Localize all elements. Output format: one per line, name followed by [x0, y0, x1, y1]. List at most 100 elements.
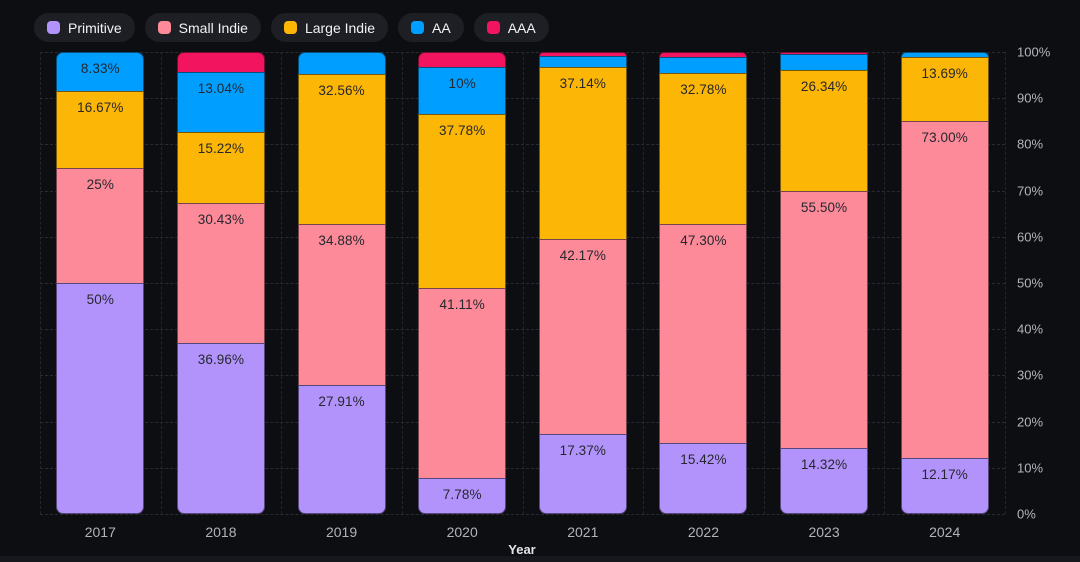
bottom-scroll-strip — [0, 556, 1080, 562]
segment-2019-aa[interactable] — [297, 52, 386, 74]
segment-2018-small-indie[interactable]: 30.43% — [176, 202, 265, 344]
segment-value-label: 37.78% — [438, 122, 486, 138]
segment-value-label: 47.30% — [680, 233, 727, 249]
segment-value-label: 32.56% — [318, 82, 365, 98]
bar-2019: 32.56% 34.88% 27.91% — [297, 52, 386, 514]
segment-value-label: 13.04% — [197, 81, 245, 97]
segment-value-label: 27.91% — [318, 394, 365, 410]
segment-2020-small-indie[interactable]: 41.11% — [418, 288, 507, 479]
segment-2020-aaa[interactable] — [418, 52, 507, 68]
legend-item-primitive[interactable]: Primitive — [34, 13, 135, 42]
segment-2018-aaa[interactable] — [176, 52, 265, 73]
y-axis-tick-label: 20% — [1017, 414, 1044, 430]
segment-value-label: 15.22% — [197, 141, 245, 157]
segment-2024-small-indie[interactable]: 73.00% — [900, 120, 989, 458]
legend-swatch-icon — [486, 21, 500, 34]
segment-2024-aa[interactable] — [900, 52, 989, 58]
legend-item-small-indie[interactable]: Small Indie — [144, 13, 261, 42]
segment-2022-primitive[interactable]: 15.42% — [659, 442, 748, 514]
segment-value-label: 41.11% — [439, 297, 485, 313]
gridline-vertical — [281, 52, 283, 514]
segment-2022-small-indie[interactable]: 47.30% — [659, 224, 748, 443]
segment-2023-primitive[interactable]: 14.32% — [780, 447, 869, 514]
y-axis-tick-label: 70% — [1017, 183, 1044, 199]
segment-value-label: 17.37% — [559, 442, 606, 458]
legend-item-label: Small Indie — [178, 19, 248, 36]
segment-value-label: 8.33% — [80, 61, 120, 77]
gridline-vertical — [401, 52, 403, 514]
segment-value-label: 34.88% — [318, 232, 365, 248]
legend-swatch-icon — [283, 21, 297, 34]
segment-value-label: 30.43% — [197, 211, 245, 227]
gridline-vertical — [884, 52, 886, 514]
segment-2021-small-indie[interactable]: 42.17% — [538, 238, 627, 434]
segment-2022-large-indie[interactable]: 32.78% — [659, 72, 748, 225]
segment-2017-large-indie[interactable]: 16.67% — [56, 90, 145, 168]
legend-swatch-icon — [411, 21, 424, 34]
segment-value-label: 36.96% — [197, 352, 245, 368]
legend-item-label: AA — [432, 19, 451, 36]
gridline-vertical — [643, 52, 645, 514]
legend-item-aa[interactable]: AA — [398, 13, 464, 42]
y-axis-tick-label: 60% — [1017, 229, 1044, 245]
segment-2023-aaa[interactable] — [780, 52, 869, 55]
gridline-horizontal — [40, 514, 1005, 515]
x-axis-tick-label: 2024 — [929, 524, 961, 540]
segment-2019-small-indie[interactable]: 34.88% — [297, 223, 386, 386]
segment-value-label: 15.42% — [680, 451, 727, 467]
chart-legend: Primitive Small Indie Large Indie AA AAA — [34, 13, 549, 42]
bar-2023: 26.34% 55.50% 14.32% — [780, 52, 869, 514]
segment-2020-aa[interactable]: 10% — [418, 67, 507, 114]
segment-2021-aaa[interactable] — [538, 52, 627, 57]
legend-swatch-icon — [47, 21, 60, 34]
plot-area: 8.33% 16.67% 25% 50% 13.04% 15.22% 30.43% 36.96… — [40, 52, 1006, 515]
gridline-vertical — [160, 52, 162, 514]
x-axis-tick-label: 2022 — [687, 524, 720, 540]
segment-2022-aa[interactable] — [659, 57, 748, 73]
y-axis-tick-label: 10% — [1017, 460, 1044, 476]
segment-2023-small-indie[interactable]: 55.50% — [780, 191, 869, 448]
segment-value-label: 10% — [448, 76, 476, 92]
x-axis-tick-label: 2020 — [446, 524, 478, 540]
gridline-vertical — [522, 52, 524, 514]
segment-2018-large-indie[interactable]: 15.22% — [176, 132, 265, 203]
segment-2017-aa[interactable]: 8.33% — [56, 52, 145, 91]
gridline-vertical — [763, 52, 765, 514]
x-axis-tick-label: 2023 — [808, 524, 840, 540]
segment-2021-primitive[interactable]: 17.37% — [538, 433, 627, 514]
segment-2024-primitive[interactable]: 12.17% — [900, 457, 989, 514]
x-axis-tick-label: 2018 — [205, 524, 237, 540]
segment-value-label: 55.50% — [800, 200, 848, 216]
segment-2018-primitive[interactable]: 36.96% — [176, 343, 265, 514]
segment-2019-large-indie[interactable]: 32.56% — [297, 73, 386, 224]
segment-2021-large-indie[interactable]: 37.14% — [538, 67, 627, 239]
legend-item-aaa[interactable]: AAA — [473, 13, 549, 42]
segment-value-label: 50% — [86, 292, 114, 307]
x-axis-tick-label: 2017 — [84, 524, 116, 540]
segment-2017-small-indie[interactable]: 25% — [56, 167, 145, 283]
segment-2020-large-indie[interactable]: 37.78% — [418, 113, 507, 289]
segment-2019-primitive[interactable]: 27.91% — [297, 385, 386, 514]
x-axis-tick-label: 2021 — [567, 524, 599, 540]
x-axis-title: Year — [508, 542, 536, 557]
segment-2018-aa[interactable]: 13.04% — [176, 72, 265, 133]
legend-item-large-indie[interactable]: Large Indie — [270, 13, 388, 42]
legend-item-label: Primitive — [68, 19, 122, 36]
segment-2023-large-indie[interactable]: 26.34% — [780, 69, 869, 192]
y-axis-tick-label: 80% — [1017, 136, 1044, 152]
segment-2020-primitive[interactable]: 7.78% — [418, 478, 507, 514]
segment-2023-aa[interactable] — [780, 54, 869, 70]
bar-2018: 13.04% 15.22% 30.43% 36.96% — [176, 52, 265, 514]
segment-value-label: 13.69% — [921, 66, 968, 82]
bar-2024: 13.69% 73.00% 12.17% — [900, 52, 989, 514]
segment-value-label: 14.32% — [800, 456, 848, 472]
y-axis-tick-label: 30% — [1017, 367, 1044, 383]
legend-item-label: Large Indie — [304, 19, 375, 36]
legend-item-label: AAA — [507, 19, 536, 36]
segment-2017-primitive[interactable]: 50% — [56, 283, 145, 514]
segment-value-label: 12.17% — [921, 466, 968, 482]
segment-value-label: 7.78% — [442, 487, 482, 503]
segment-2024-large-indie[interactable]: 13.69% — [900, 57, 989, 121]
segment-2021-aa[interactable] — [538, 56, 627, 68]
